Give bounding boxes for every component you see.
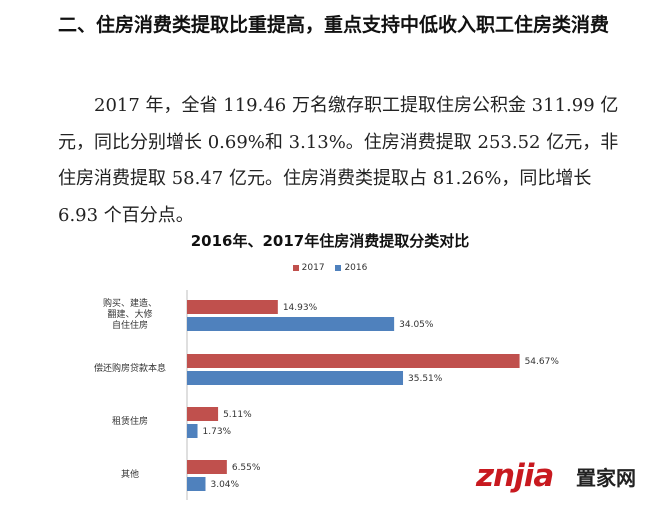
category-label-3: 其他 <box>80 470 180 481</box>
data-label-2016-cat-2: 1.73% <box>203 427 232 437</box>
category-label-line: 购买、建造、 <box>102 299 157 309</box>
chart-title: 2016年、2017年住房消费提取分类对比 <box>190 232 470 250</box>
watermark-chinese: 置家网 <box>576 466 636 490</box>
bar-2016-cat-3 <box>187 477 206 491</box>
legend-swatch-2017 <box>292 265 299 271</box>
data-label-2017-cat-3: 6.55% <box>232 463 261 473</box>
bar-2016-cat-1 <box>187 371 404 385</box>
category-label-line: 租赁住房 <box>111 417 148 427</box>
watermark-latin: znjia <box>476 458 554 494</box>
data-label-2016-cat-1: 35.51% <box>408 374 443 384</box>
category-label-2: 租赁住房 <box>80 417 180 428</box>
legend-item-2016: 2016 <box>335 263 367 273</box>
bar-2017-cat-0 <box>187 300 278 314</box>
data-label-2017-cat-1: 54.67% <box>525 357 560 367</box>
data-label-2016-cat-3: 3.04% <box>210 480 239 490</box>
legend-swatch-2016 <box>335 265 342 271</box>
legend-label-2017: 2017 <box>301 263 325 273</box>
category-label-line: 翻建、大修 <box>107 310 153 320</box>
data-label-2017-cat-2: 5.11% <box>223 410 252 420</box>
chart-legend: 2017 2016 <box>0 263 660 274</box>
legend-label-2016: 2016 <box>344 263 368 273</box>
category-label-1: 偿还购房贷款本息 <box>80 364 180 375</box>
bar-2017-cat-1 <box>187 354 520 368</box>
data-label-2017-cat-0: 14.93% <box>283 303 318 313</box>
category-label-0: 购买、建造、 翻建、大修 自住住房 <box>80 299 180 332</box>
category-label-line: 偿还购房贷款本息 <box>93 364 166 374</box>
bar-2017-cat-3 <box>187 460 227 474</box>
bar-2017-cat-2 <box>187 407 219 421</box>
body-paragraph: 2017 年，全省 119.46 万名缴存职工提取住房公积金 311.99 亿元… <box>58 95 619 226</box>
site-watermark-logo: znjia 置家网 <box>476 458 660 506</box>
category-label-line: 其他 <box>120 470 139 480</box>
data-label-2016-cat-0: 34.05% <box>399 320 434 330</box>
section-heading: 二、住房消费类提取比重提高，重点支持中低收入职工住房类消费 <box>58 14 610 36</box>
category-label-line: 自住住房 <box>111 321 148 331</box>
legend-item-2017: 2017 <box>292 263 325 273</box>
bar-2016-cat-2 <box>187 424 198 438</box>
bar-2016-cat-0 <box>187 317 395 331</box>
